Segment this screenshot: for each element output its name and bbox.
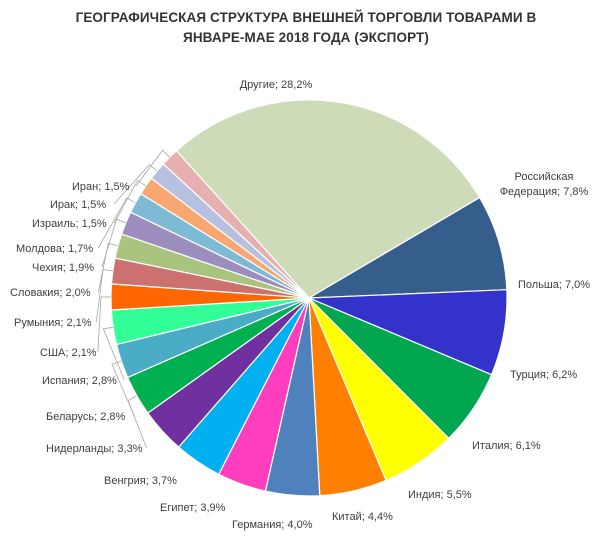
data-label-ирак: Ирак; 1,5%	[50, 199, 106, 211]
leader-line-испания	[102, 326, 125, 381]
leader-lines	[95, 149, 170, 449]
data-label-китай: Китай; 4,4%	[332, 511, 393, 523]
data-label-венгрия: Венгрия; 3,7%	[104, 475, 177, 487]
leader-line-иран	[135, 149, 170, 187]
chart-title: ГЕОГРАФИЧЕСКАЯ СТРУКТУРА ВНЕШНЕЙ ТОРГОВЛ…	[0, 8, 612, 48]
data-label-молдова: Молдова; 1,7%	[16, 243, 93, 255]
data-label-израиль: Израиль; 1,5%	[32, 218, 107, 230]
leader-line-беларусь	[111, 360, 135, 417]
data-labels: Другие; 28,2% Российская Федерация; 7,8% По…	[10, 79, 590, 531]
leader-line-молдова	[97, 197, 136, 249]
pie-slice-российская-федерация	[308, 196, 508, 299]
data-label-египет: Египет; 3,9%	[160, 502, 226, 514]
leader-line-словакия	[98, 242, 119, 293]
data-label-беларусь: Беларусь; 2,8%	[46, 411, 126, 423]
leader-line-ирак	[113, 164, 158, 205]
data-label-сша: США; 2,1%	[40, 347, 97, 359]
data-label-турция: Турция; 6,2%	[510, 369, 577, 381]
pie-slices	[110, 99, 508, 497]
data-label-германия: Германия; 4,0%	[232, 519, 313, 531]
leader-line-сша	[97, 296, 112, 353]
data-label-другие: Другие; 28,2%	[240, 79, 313, 91]
data-label-российская-федерация: Российская Федерация; 7,8%	[500, 171, 589, 198]
leader-line-израиль	[113, 179, 147, 224]
data-label-испания: Испания; 2,8%	[42, 375, 117, 387]
data-label-польша: Польша; 7,0%	[518, 279, 590, 291]
leader-line-румыния	[95, 269, 113, 323]
data-label-нидерланды: Нидерланды; 3,3%	[46, 443, 143, 455]
data-label-румыния: Румыния; 2,1%	[14, 317, 92, 329]
data-label-италия: Италия; 6,1%	[472, 440, 541, 452]
chart-title-line-1: ГЕОГРАФИЧЕСКАЯ СТРУКТУРА ВНЕШНЕЙ ТОРГОВЛ…	[75, 10, 537, 25]
data-label-чехия: Чехия; 1,9%	[32, 262, 94, 274]
chart-title-line-2: ЯНВАРЕ-МАЕ 2018 ГОДА (ЭКСПОРТ)	[183, 30, 429, 45]
data-label-индия: Индия; 5,5%	[408, 489, 472, 501]
data-label-словакия: Словакия; 2,0%	[10, 287, 91, 299]
data-label-иран: Иран; 1,5%	[72, 181, 130, 193]
pie-slice-другие	[175, 99, 481, 299]
